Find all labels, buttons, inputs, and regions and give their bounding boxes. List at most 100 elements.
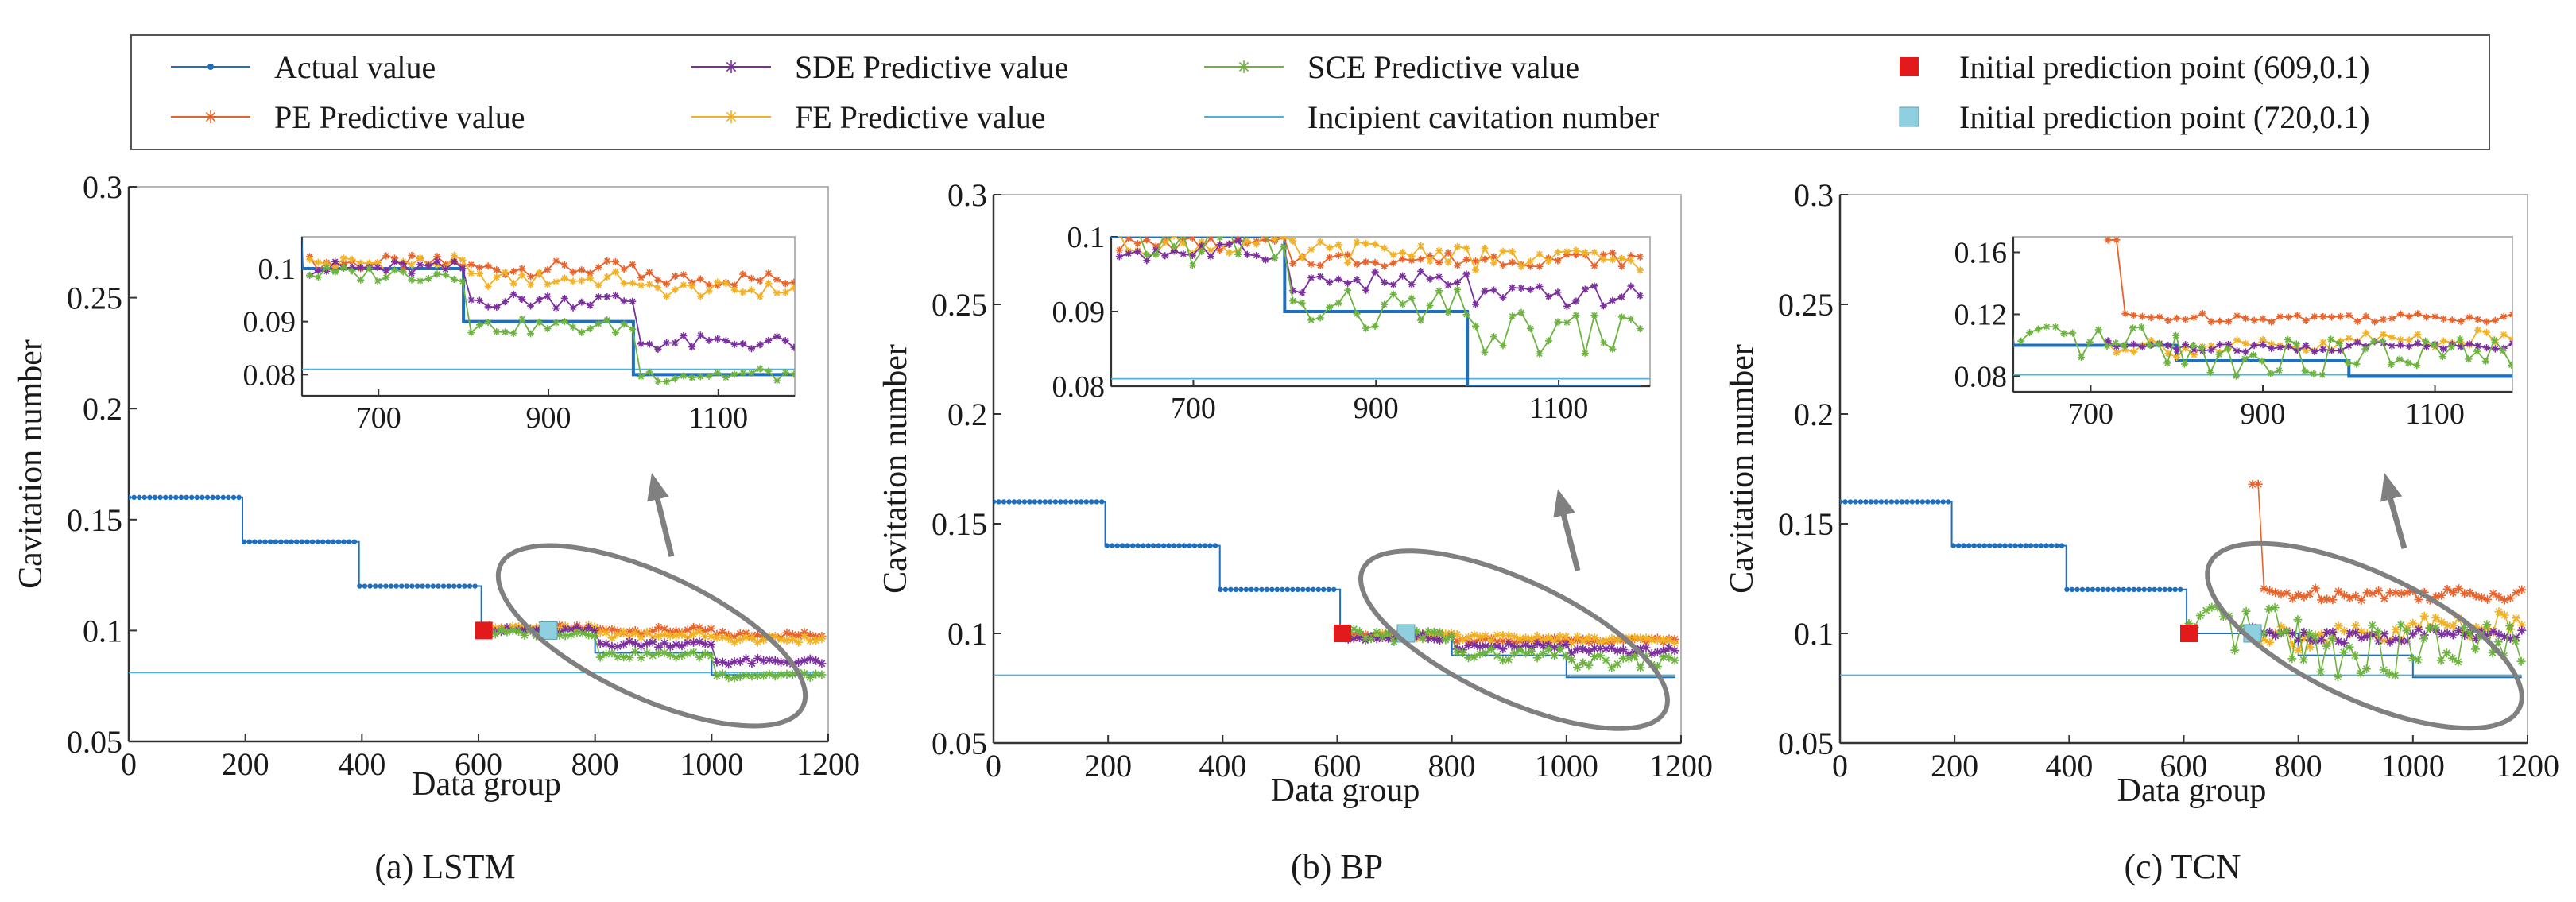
asterisk-stroke [791,345,795,350]
inset-plot: 700 900 1100 0.08 0.09 0.1 [243,236,796,435]
inset-pe-point [1188,237,1196,242]
actual-dot [430,583,436,589]
asterisk-stroke [1628,252,1634,259]
legend-label-sde: SDE Predictive value [795,49,1068,85]
asterisk-stroke [1573,247,1579,254]
actual-dot [451,583,457,589]
inset-y-tick-label: 0.09 [243,306,296,339]
actual-dot [1181,543,1187,548]
asterisk-stroke [416,277,424,285]
actual-dot [1305,586,1311,592]
asterisk-stroke [1362,258,1369,265]
inset-sce-point [1371,322,1379,330]
inset-fe-point [1609,256,1617,264]
inset-fe-point [1289,237,1297,245]
asterisk-stroke [748,275,755,281]
actual-dot [1104,543,1110,548]
asterisk-stroke [1567,639,1575,647]
asterisk-stroke [1499,645,1507,653]
actual-dot [1212,543,1218,548]
fe-point [607,633,617,643]
asterisk-stroke [690,623,698,631]
actual-dot [1274,586,1280,592]
pe-point [707,624,716,633]
actual-dot [367,583,373,589]
asterisk-stroke [1445,309,1451,316]
asterisk-stroke [818,635,826,643]
inset-fe-point [578,277,586,285]
inset-fe-point [1617,254,1625,262]
inset-sde-point [374,264,382,272]
actual-dot [1326,586,1331,592]
actual-dot [226,494,231,501]
actual-dot [278,539,284,544]
asterisk-stroke [1344,260,1351,266]
asterisk-stroke [1610,346,1616,352]
inset-pe-point [1399,255,1407,263]
asterisk-stroke [1299,289,1305,296]
asterisk-stroke [1536,251,1543,257]
inset-sde-point [1243,250,1251,258]
initial1-square-marker [1900,57,1919,76]
inset-pe-point [484,262,492,270]
actual-dot [1083,499,1089,505]
asterisk-stroke [536,296,542,303]
asterisk-stroke [1144,257,1150,264]
asterisk-stroke [1126,219,1131,224]
inset-pe-point [654,276,662,284]
asterisk-stroke [1618,294,1625,300]
asterisk-stroke [591,626,598,634]
asterisk-stroke [561,318,568,325]
actual-dot [1094,499,1099,505]
inset-fe-point [663,292,671,300]
inset-sde-point [331,257,339,265]
sce-point [1435,628,1445,637]
asterisk-stroke [1510,649,1518,657]
inset-sce-point [1408,294,1416,302]
asterisk-stroke [1533,654,1541,662]
inset-pe-point [1508,258,1516,266]
inset-sde-point [739,340,747,348]
asterisk-stroke [1458,649,1466,656]
inset-sde-point [1499,294,1507,302]
inset-fe-point [1316,238,1324,246]
inset-sde-point [1326,278,1334,286]
inset-sce-point [1244,227,1251,234]
asterisk-stroke [1490,287,1497,293]
asterisk-stroke [425,262,432,269]
inset-sce-point [671,375,679,383]
fe-point [1590,633,1599,642]
asterisk-stroke [1162,239,1168,246]
inset-sce-point [765,367,773,375]
actual-dot [215,494,221,501]
asterisk-stroke [783,629,791,637]
actual-dot [194,494,199,501]
inset-fe-point [629,279,637,287]
inset-sde-point [1180,250,1187,258]
asterisk-stroke [736,629,744,637]
asterisk-stroke [1430,628,1438,636]
inset-pe-point [1326,254,1334,261]
asterisk-stroke [783,670,791,678]
actual-dot [1197,543,1203,548]
asterisk-stroke [1381,279,1388,285]
panel-a: 0 200 400 600 800 1000 1200 0.05 0.1 0.15 0.2 0.25 0… [13,169,860,803]
inset-sde-point [1371,268,1379,276]
asterisk-stroke [585,624,593,632]
asterisk-stroke [612,292,619,299]
inset-sce-point [306,271,314,279]
asterisk-stroke [1454,286,1461,293]
inset-x-tick-label: 1100 [688,401,748,435]
x-tick-label: 400 [1199,748,1246,784]
actual-dot [1150,543,1156,548]
asterisk-stroke [637,274,645,281]
asterisk-stroke [1573,312,1579,319]
asterisk-stroke [1509,248,1516,255]
inset-sde-point [722,337,730,345]
asterisk-stroke [722,280,730,287]
inset-fe-point [722,280,730,288]
inset-sde-point [1435,273,1443,281]
asterisk-stroke [451,276,458,283]
sce-point [1590,652,1599,661]
asterisk-stroke [1610,257,1616,263]
